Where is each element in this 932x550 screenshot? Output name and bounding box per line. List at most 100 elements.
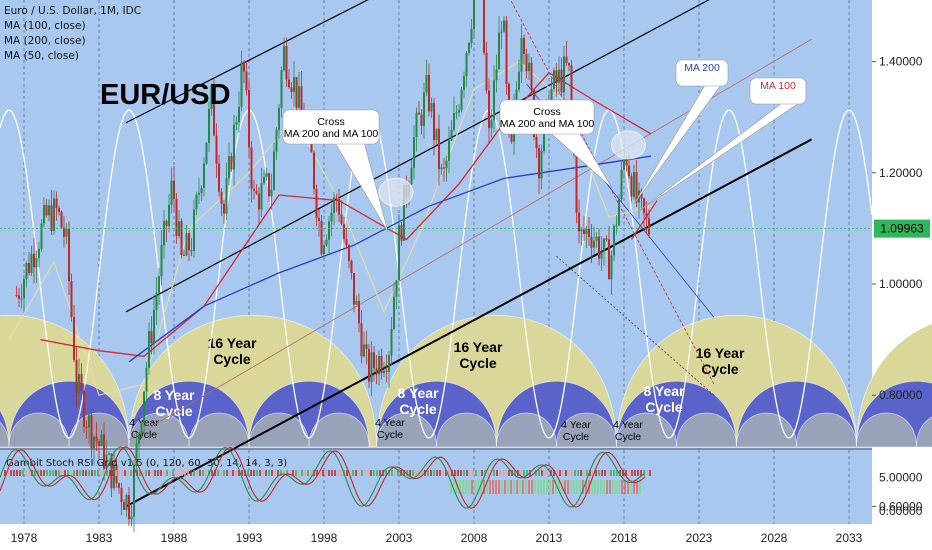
osc-grid-cell xyxy=(58,470,60,476)
osc-grid-cell xyxy=(568,470,570,476)
osc-grid-cell xyxy=(583,470,585,476)
osc-grid-block xyxy=(630,480,632,494)
candle-body xyxy=(288,79,290,88)
osc-grid-cell xyxy=(151,470,153,476)
osc-grid-block xyxy=(450,480,452,494)
candle-body xyxy=(605,238,608,240)
candle-body xyxy=(60,211,63,228)
candle-body xyxy=(93,436,95,449)
osc-grid-cell xyxy=(52,470,54,476)
osc-grid-cell xyxy=(46,470,48,476)
osc-grid-cell xyxy=(622,470,624,476)
candle-body xyxy=(593,240,595,248)
osc-grid-cell xyxy=(283,470,285,476)
candle-body xyxy=(445,160,448,169)
osc-grid-cell xyxy=(106,470,108,476)
osc-y-tick-label-0.00000: 0.00000 xyxy=(879,504,923,518)
osc-grid-block xyxy=(516,480,518,494)
candle-body xyxy=(388,355,390,372)
ma200-callout-box xyxy=(675,59,729,87)
cross-callout-1-pointer xyxy=(335,143,389,233)
osc-grid-cell xyxy=(538,470,540,476)
osc-grid-cell xyxy=(316,470,318,476)
osc-grid-cell xyxy=(163,470,165,476)
osc-grid-block xyxy=(540,480,542,494)
candle-body xyxy=(220,191,223,204)
candle-body xyxy=(250,147,253,189)
candle-body xyxy=(610,255,613,280)
osc-grid-cell xyxy=(457,470,459,476)
osc-grid-cell xyxy=(346,470,348,476)
candle-body xyxy=(330,212,333,222)
candle-body xyxy=(338,199,340,215)
candle-body xyxy=(168,204,170,226)
candle-body xyxy=(205,142,208,164)
osc-grid-cell xyxy=(586,470,588,476)
y-tick-label-1.40000: 1.40000 xyxy=(879,55,923,69)
osc-grid-block xyxy=(552,480,554,494)
candle-body xyxy=(265,173,268,177)
channel-line-3 xyxy=(125,138,812,508)
osc-grid-cell xyxy=(649,470,651,476)
osc-grid-cell xyxy=(523,470,525,476)
cross-callout-1-text: Cross MA 200 and MA 100 xyxy=(284,116,379,140)
osc-grid-cell xyxy=(478,470,480,476)
candle-body xyxy=(523,37,525,54)
y-tick-label-1.20000: 1.20000 xyxy=(879,166,923,180)
osc-grid-cell xyxy=(454,470,456,476)
osc-grid-cell xyxy=(613,470,615,476)
candle-body xyxy=(648,218,650,235)
candle-body xyxy=(488,90,490,129)
osc-grid-cell xyxy=(100,470,102,476)
osc-grid-cell xyxy=(175,470,177,476)
candle-body xyxy=(473,0,475,29)
osc-grid-cell xyxy=(562,470,564,476)
cross-highlight-2 xyxy=(611,130,646,160)
candle-body xyxy=(300,86,303,114)
osc-grid-cell xyxy=(124,470,126,476)
ma100-callout-box xyxy=(749,77,807,105)
candle-body xyxy=(390,329,393,356)
cycle-4-arch xyxy=(796,412,857,448)
osc-grid-cell xyxy=(145,470,147,476)
cycle-4-arch xyxy=(616,412,677,448)
candle-body xyxy=(158,276,160,294)
osc-grid-cell xyxy=(631,470,633,476)
candle-body xyxy=(460,89,463,110)
x-tick-label-2008: 2008 xyxy=(461,531,488,545)
osc-grid-cell xyxy=(115,470,117,476)
candle-body xyxy=(20,298,23,300)
candle-body xyxy=(640,190,643,199)
candle-body xyxy=(130,516,133,520)
osc-grid-cell xyxy=(409,470,411,476)
osc-grid-cell xyxy=(391,470,393,476)
projection-line-dark xyxy=(556,255,715,396)
osc-grid-cell xyxy=(253,470,255,476)
candle-body xyxy=(260,183,263,210)
osc-grid-cell xyxy=(364,470,366,476)
candle-body xyxy=(28,263,30,273)
candle-body xyxy=(615,225,618,227)
osc-grid-block xyxy=(579,480,581,494)
osc-grid-block xyxy=(549,480,551,494)
osc-grid-cell xyxy=(70,470,72,476)
osc-grid-cell xyxy=(553,470,555,476)
ma200-line xyxy=(128,155,652,363)
osc-grid-block xyxy=(555,480,557,494)
x-tick-label-2013: 2013 xyxy=(536,531,563,545)
osc-grid-block xyxy=(582,480,584,494)
osc-grid-cell xyxy=(172,470,174,476)
osc-grid-cell xyxy=(469,470,471,476)
candle-body xyxy=(73,317,75,360)
osc-grid-cell xyxy=(466,470,468,476)
oscillator-pane-bg xyxy=(0,452,872,524)
candle-body xyxy=(95,436,98,442)
candle-body xyxy=(25,263,28,280)
candle-body xyxy=(435,128,438,141)
osc-grid-cell xyxy=(361,470,363,476)
candle-body xyxy=(53,198,55,231)
osc-grid-block xyxy=(510,480,512,494)
candle-body xyxy=(198,192,200,195)
